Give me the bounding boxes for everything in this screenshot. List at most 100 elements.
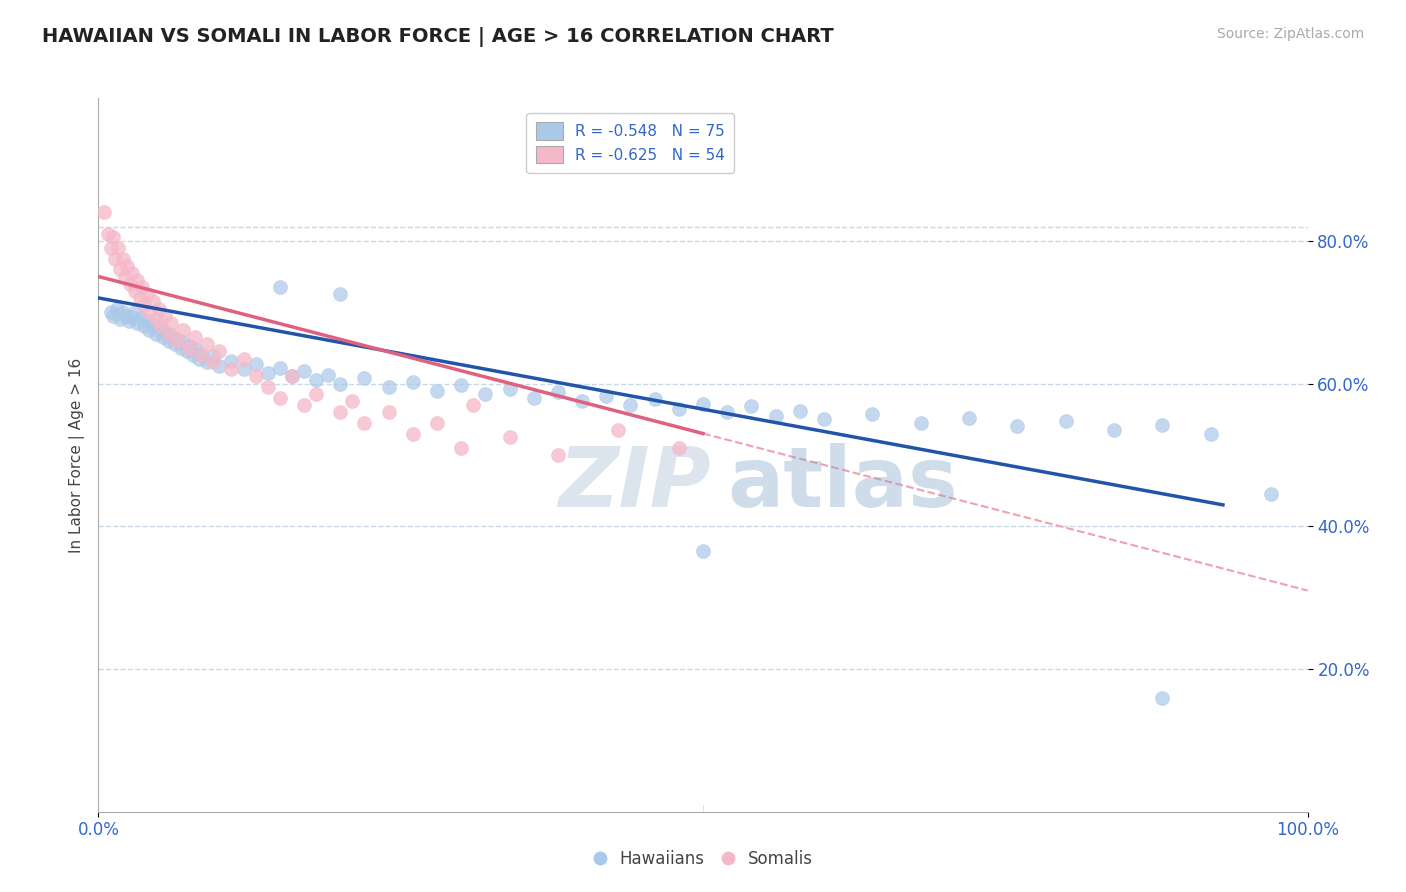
Point [281, 369, 304, 384]
Point [957, 410, 980, 425]
Point [202, 355, 225, 369]
Point [860, 407, 883, 421]
Point [463, 398, 485, 412]
Point [910, 416, 932, 430]
Point [195, 355, 218, 369]
Point [245, 369, 267, 384]
Point [305, 387, 328, 401]
Point [148, 301, 170, 316]
Point [221, 353, 243, 368]
Point [377, 380, 399, 394]
Point [166, 332, 188, 346]
Point [153, 325, 176, 339]
Point [292, 364, 315, 378]
Point [1152, 690, 1174, 705]
Point [111, 252, 134, 266]
Point [523, 391, 546, 405]
Point [118, 277, 141, 291]
Point [1054, 414, 1077, 428]
Point [157, 326, 180, 341]
Point [135, 287, 157, 301]
Point [97, 227, 120, 241]
Point [114, 309, 136, 323]
Point [107, 241, 129, 255]
Point [108, 312, 131, 326]
Point [124, 284, 146, 298]
Point [101, 230, 124, 244]
Point [813, 412, 835, 426]
Point [269, 391, 291, 405]
Point [426, 416, 449, 430]
Point [232, 351, 254, 366]
Point [108, 262, 131, 277]
Point [177, 341, 201, 355]
Point [104, 252, 127, 266]
Point [668, 401, 690, 416]
Point [105, 301, 128, 316]
Point [153, 309, 176, 323]
Point [145, 312, 167, 326]
Point [93, 205, 115, 219]
Point [131, 280, 153, 294]
Point [160, 316, 183, 330]
Point [789, 403, 811, 417]
Point [166, 334, 188, 348]
Point [256, 366, 278, 380]
Text: atlas: atlas [727, 443, 957, 524]
Point [281, 369, 304, 384]
Point [124, 305, 146, 319]
Point [269, 360, 291, 375]
Point [329, 287, 352, 301]
Point [163, 337, 186, 351]
Legend: Hawaiians, Somalis: Hawaiians, Somalis [586, 844, 820, 875]
Point [498, 430, 520, 444]
Point [1152, 417, 1174, 432]
Point [190, 346, 212, 360]
Point [547, 448, 569, 462]
Point [172, 335, 194, 350]
Point [450, 441, 472, 455]
Point [129, 310, 152, 325]
Point [245, 357, 267, 371]
Point [134, 319, 156, 334]
Point [619, 398, 641, 412]
Point [142, 318, 165, 332]
Point [187, 351, 209, 366]
Point [142, 294, 165, 309]
Point [157, 334, 180, 348]
Point [145, 326, 167, 341]
Point [305, 373, 328, 387]
Point [177, 339, 201, 353]
Point [195, 337, 218, 351]
Point [150, 319, 173, 334]
Point [402, 375, 425, 389]
Point [342, 394, 364, 409]
Point [135, 314, 157, 328]
Point [498, 382, 520, 396]
Point [329, 405, 352, 419]
Point [127, 316, 149, 330]
Point [121, 310, 143, 325]
Point [474, 387, 496, 401]
Point [138, 323, 160, 337]
Point [118, 314, 141, 328]
Point [668, 441, 690, 455]
Point [1199, 426, 1222, 441]
Point [121, 266, 143, 280]
Point [114, 269, 136, 284]
Point [152, 330, 174, 344]
Point [571, 394, 593, 409]
Y-axis label: In Labor Force | Age > 16: In Labor Force | Age > 16 [69, 358, 84, 552]
Point [740, 400, 762, 414]
Point [547, 385, 569, 400]
Point [1007, 419, 1029, 434]
Point [377, 405, 399, 419]
Point [184, 343, 207, 357]
Point [353, 371, 375, 385]
Point [595, 389, 617, 403]
Point [117, 259, 139, 273]
Text: ZIP: ZIP [558, 443, 710, 524]
Point [353, 416, 375, 430]
Point [172, 323, 194, 337]
Point [101, 309, 124, 323]
